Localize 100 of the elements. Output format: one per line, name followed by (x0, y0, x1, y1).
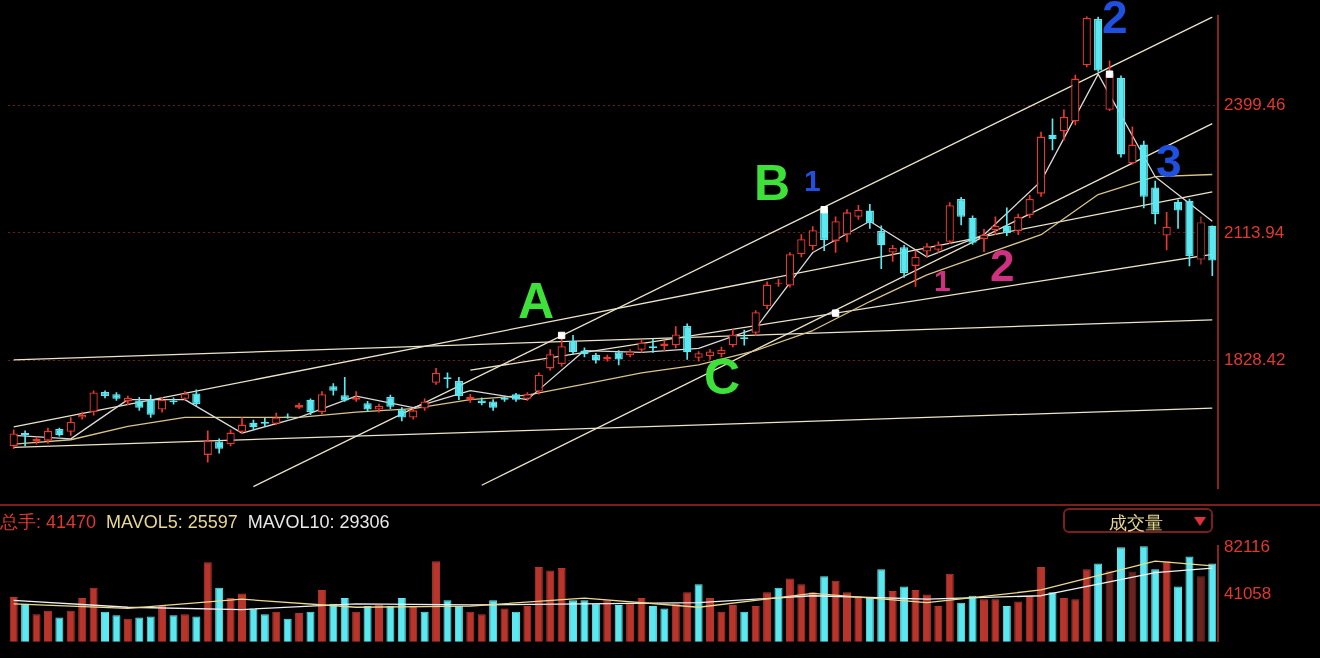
bar (511, 611, 520, 642)
bar (660, 608, 669, 642)
bar (169, 615, 178, 642)
y-tick-label: 2113.94 (1224, 222, 1285, 242)
bar (158, 606, 167, 642)
bar (1185, 556, 1194, 642)
bar (352, 611, 361, 642)
bar (1094, 563, 1103, 642)
bar (295, 613, 304, 642)
bar (991, 599, 1000, 642)
bar (66, 610, 75, 642)
bar (569, 600, 578, 642)
bar (78, 598, 87, 642)
bar (454, 606, 463, 642)
bar (648, 606, 657, 642)
bar (980, 599, 988, 642)
bar (180, 614, 189, 642)
bar (1208, 563, 1217, 642)
bar (706, 598, 715, 642)
bar (1139, 546, 1148, 642)
bar (375, 604, 383, 642)
bar (694, 584, 703, 642)
bar (466, 611, 475, 642)
point (820, 206, 828, 214)
bar (226, 598, 235, 642)
bar (957, 602, 966, 642)
bar (146, 616, 155, 642)
y-tick-label: 1828.42 (1224, 349, 1286, 369)
bar (968, 595, 977, 642)
bar (1151, 569, 1160, 642)
bar (922, 594, 931, 642)
point (1105, 70, 1114, 78)
bar (751, 606, 760, 642)
bar (1002, 606, 1011, 642)
bar (945, 573, 954, 642)
bar (1082, 569, 1091, 642)
bar (763, 592, 772, 642)
bar (420, 611, 429, 642)
bar (1105, 570, 1114, 642)
bar (888, 591, 897, 642)
bar (774, 587, 783, 642)
text: 成交量 (1109, 512, 1163, 535)
bar (249, 608, 258, 642)
text: MAVOL10: 29306 (247, 512, 390, 532)
text: 总手: 41470 (0, 512, 97, 532)
bar (797, 584, 806, 642)
bar (135, 617, 144, 642)
annotation: B (754, 155, 791, 211)
bar (9, 596, 18, 642)
bar (614, 604, 623, 642)
bar (1196, 576, 1205, 642)
candlestick (340, 377, 349, 402)
bar (101, 611, 110, 642)
bar (89, 587, 98, 642)
bar (740, 611, 749, 642)
text: MAVOL5: 25597 (106, 512, 238, 532)
annotation: 1 (934, 264, 951, 297)
candlestick (979, 228, 989, 252)
bar (785, 578, 794, 642)
bar (877, 569, 886, 642)
bar (683, 592, 692, 642)
bar (546, 570, 555, 642)
bar (831, 580, 840, 642)
bar (1048, 592, 1057, 642)
bar (363, 606, 372, 642)
bar (386, 606, 395, 642)
bar (203, 562, 212, 642)
bar (238, 593, 247, 642)
bar (1037, 566, 1046, 642)
bar (900, 586, 909, 642)
point (831, 309, 840, 317)
bar (1014, 601, 1023, 642)
annotation: C (704, 349, 741, 405)
bar (397, 598, 406, 642)
bar (591, 603, 600, 642)
point (557, 331, 566, 340)
bar (500, 608, 509, 642)
bar (1025, 595, 1034, 642)
bar (43, 610, 52, 642)
bar (1116, 547, 1125, 642)
bar (1128, 571, 1137, 642)
bar (1174, 586, 1183, 642)
bar (260, 614, 269, 642)
bar (477, 614, 486, 642)
bar (443, 600, 452, 642)
annotation: 2 (990, 241, 1015, 290)
bar (21, 603, 30, 642)
bar (808, 592, 817, 642)
y-tick-label: 82116 (1224, 536, 1271, 556)
bar (671, 603, 680, 642)
bar (728, 604, 737, 642)
bar (317, 589, 326, 642)
bar (489, 600, 498, 642)
bar (32, 614, 41, 642)
bar (603, 600, 612, 642)
bar (854, 598, 863, 642)
bar (340, 598, 349, 642)
bar (409, 606, 418, 642)
bar (1071, 599, 1080, 642)
bar (717, 611, 726, 642)
